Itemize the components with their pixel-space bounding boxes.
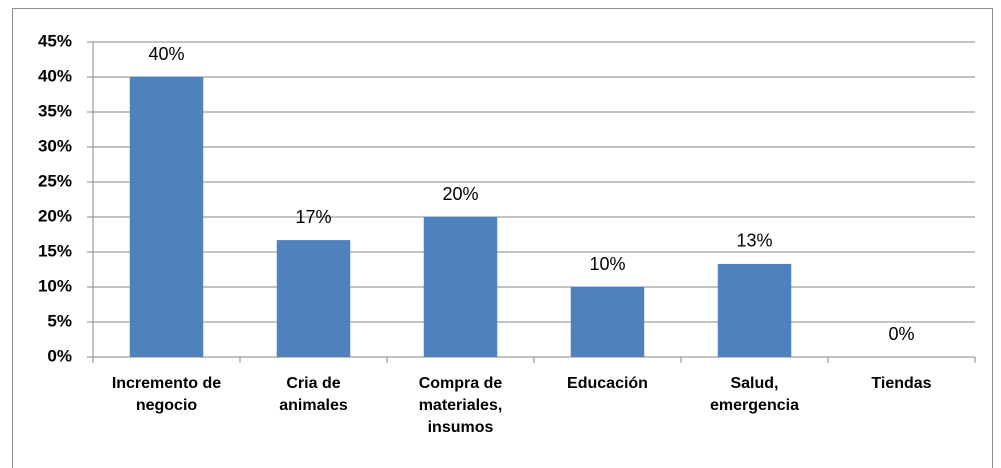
y-tick-label: 35% (38, 101, 72, 120)
y-tick-label: 30% (38, 136, 72, 155)
bar (717, 263, 792, 357)
y-tick-label: 10% (38, 276, 72, 295)
x-tick-label: Tiendas (871, 375, 932, 392)
x-tick-label: Salud, emergencia (710, 375, 799, 414)
bar (276, 240, 351, 357)
y-tick-label: 40% (38, 66, 72, 85)
bar (570, 287, 645, 357)
bar (129, 77, 204, 357)
chart-frame (12, 8, 993, 468)
x-tick-label: Incremento de negocio (111, 375, 222, 414)
y-tick-label: 20% (38, 206, 72, 225)
data-label: 17% (295, 207, 331, 227)
data-label: 13% (736, 231, 772, 251)
x-tick-label: Compra de materiales, insumos (418, 375, 503, 436)
data-label: 20% (442, 184, 478, 204)
x-tick-label: Educación (567, 375, 648, 392)
y-tick-label: 5% (47, 311, 72, 330)
y-tick-label: 0% (47, 346, 72, 365)
data-label: 10% (589, 254, 625, 274)
bar (423, 217, 498, 357)
data-label: 0% (888, 324, 914, 344)
data-label: 40% (148, 44, 184, 64)
x-tick-label: Cria de animales (279, 375, 348, 414)
y-tick-label: 25% (38, 171, 72, 190)
y-tick-label: 45% (38, 31, 72, 50)
y-tick-label: 15% (38, 241, 72, 260)
